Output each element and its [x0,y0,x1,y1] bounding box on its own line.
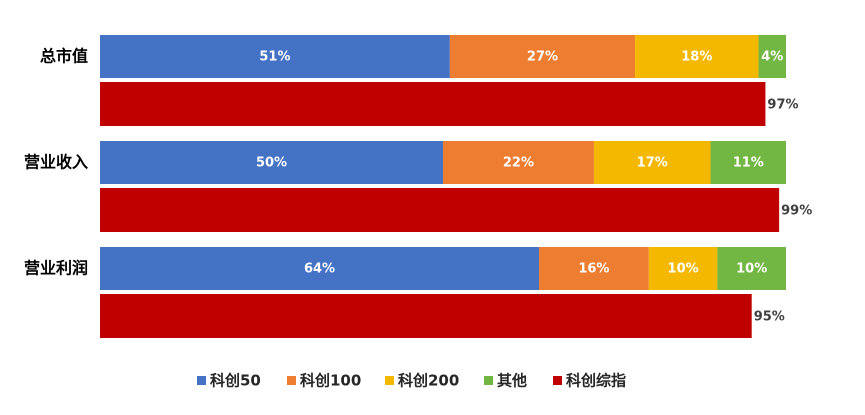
bar-segment [758,35,786,78]
category-label: 营业利润 [24,259,88,278]
bar-segment [443,141,594,184]
bar-segment [449,35,636,78]
bar-segment [593,141,711,184]
data-label: 11% [733,156,764,171]
bar-segment [635,35,759,78]
legend-label: 科创200 [398,372,459,390]
bar [100,82,766,126]
data-label: 27% [527,50,558,65]
legend-label: 科创综指 [566,372,626,390]
bar-segment [100,247,540,290]
legend-swatch [484,376,493,385]
bar-segment [539,247,649,290]
bar-segment [710,141,786,184]
data-label: 97% [767,98,798,113]
data-label: 22% [503,156,534,171]
legend-label: 科创50 [210,372,261,390]
data-label: 16% [578,262,609,277]
data-label: 50% [256,156,287,171]
bar-segment [648,247,718,290]
bar-segment [717,247,786,290]
legend-swatch [287,376,296,385]
legend-swatch [197,376,206,385]
legend-swatch [385,376,394,385]
legend-label: 科创100 [300,372,361,390]
data-label: 64% [304,262,335,277]
bar-segment [100,35,450,78]
legend-swatch [553,376,562,385]
data-label: 10% [668,262,699,277]
category-label: 总市值 [40,47,88,66]
data-label: 99% [781,204,812,219]
bar [100,294,752,338]
data-label: 4% [761,50,783,65]
data-label: 51% [259,50,290,65]
data-label: 95% [754,310,785,325]
bar [100,188,780,232]
data-label: 10% [736,262,767,277]
legend-label: 其他 [497,372,527,390]
data-label: 18% [681,50,712,65]
data-label: 17% [637,156,668,171]
category-label: 营业收入 [24,153,88,172]
bar-segment [100,141,443,184]
